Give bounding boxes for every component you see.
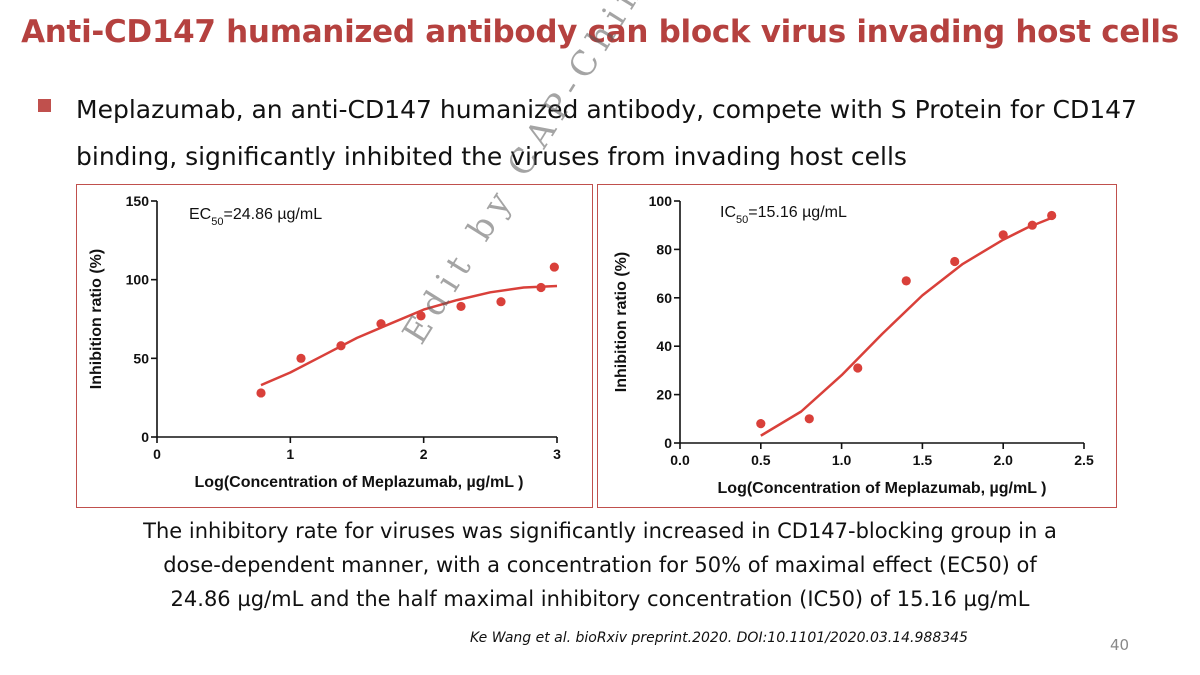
data-point <box>376 319 386 329</box>
y-tick-label: 60 <box>656 290 672 306</box>
x-axis-label: Log(Concentration of Meplazumab, µg/mL ) <box>718 480 1047 497</box>
data-point <box>804 414 814 424</box>
x-tick-label: 3 <box>553 446 561 462</box>
fit-curve <box>760 216 1053 437</box>
y-tick-label: 0 <box>141 429 149 445</box>
x-tick-label: 1 <box>286 446 294 462</box>
data-point <box>536 282 546 293</box>
ec50-chart-panel: 0 50 100 150 0 1 2 3 Log(Concentration of Meplaz… <box>76 184 593 508</box>
data-point <box>416 311 426 321</box>
y-axis-label: Inhibition ratio (%) <box>88 249 105 389</box>
data-point <box>549 262 559 272</box>
y-tick-label: 80 <box>656 241 672 257</box>
x-tick-label: 1.0 <box>832 452 852 468</box>
y-tick-label: 100 <box>126 272 150 288</box>
ic50-chart-panel: 0 20 40 60 80 100 0.0 0.5 1.0 1.5 2.0 2.5 Log(Concen… <box>597 184 1117 508</box>
caption: The inhibitory rate for viruses was sign… <box>60 514 1140 616</box>
ic50-chart: 0 20 40 60 80 100 0.0 0.5 1.0 1.5 2.0 2.5 Log(Concen… <box>613 193 1094 497</box>
data-point <box>1027 220 1037 230</box>
citation: Ke Wang et al. bioRxiv preprint.2020. DO… <box>470 630 968 646</box>
y-tick-label: 20 <box>656 387 672 403</box>
data-point <box>1047 210 1057 221</box>
data-point <box>496 297 506 307</box>
caption-line-2: dose-dependent manner, with a concentrat… <box>163 553 1037 577</box>
ec50-chart: 0 50 100 150 0 1 2 3 Log(Concentration of Meplaz… <box>88 193 561 491</box>
data-point <box>336 341 346 351</box>
data-point <box>950 256 960 267</box>
caption-line-1: The inhibitory rate for viruses was sign… <box>143 519 1057 543</box>
x-tick-label: 0.5 <box>751 452 771 468</box>
data-point <box>756 419 766 429</box>
y-tick-label: 0 <box>664 435 672 451</box>
bullet-text: Meplazumab, an anti-CD147 humanized anti… <box>76 95 1137 171</box>
ec-ic-annotation: EC50=24.86 µg/mL <box>189 206 322 228</box>
x-axis-label: Log(Concentration of Meplazumab, µg/mL ) <box>195 474 524 491</box>
y-axis-label: Inhibition ratio (%) <box>613 252 630 392</box>
slide-title: Anti-CD147 humanized antibody can block … <box>21 14 1179 50</box>
data-point <box>998 230 1008 240</box>
page-number: 40 <box>1110 636 1130 654</box>
y-tick-label: 50 <box>133 350 149 366</box>
x-tick-label: 0.0 <box>670 452 690 468</box>
data-point <box>256 388 266 398</box>
data-point <box>456 301 466 312</box>
y-tick-label: 40 <box>656 338 672 354</box>
x-tick-label: 0 <box>153 446 161 462</box>
x-tick-label: 2.5 <box>1074 452 1094 468</box>
y-tick-label: 150 <box>126 193 150 209</box>
fit-curve <box>260 284 558 387</box>
data-point <box>901 276 911 286</box>
ec-ic-annotation: IC50=15.16 µg/mL <box>720 204 847 226</box>
data-point <box>853 363 863 373</box>
data-point <box>296 353 306 363</box>
x-tick-label: 2 <box>420 446 428 462</box>
x-tick-label: 2.0 <box>993 452 1013 468</box>
y-tick-label: 100 <box>649 193 673 209</box>
x-tick-label: 1.5 <box>913 452 933 468</box>
caption-line-3: 24.86 µg/mL and the half maximal inhibit… <box>170 587 1030 611</box>
bullet-square-icon <box>38 99 51 112</box>
